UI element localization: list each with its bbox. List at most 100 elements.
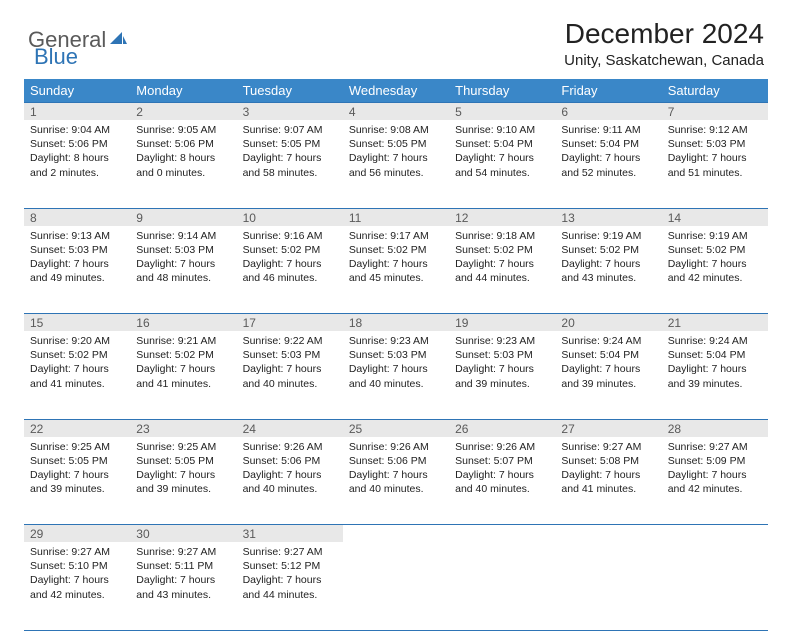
day-daylight: Daylight: 7 hours and 48 minutes. <box>136 257 230 285</box>
day-sunset: Sunset: 5:03 PM <box>668 137 762 151</box>
day-daylight: Daylight: 7 hours and 40 minutes. <box>243 468 337 496</box>
day-sunset: Sunset: 5:03 PM <box>30 243 124 257</box>
day-cell: Sunrise: 9:23 AMSunset: 5:03 PMDaylight:… <box>343 331 449 419</box>
day-daylight: Daylight: 7 hours and 41 minutes. <box>30 362 124 390</box>
day-sunrise: Sunrise: 9:18 AM <box>455 229 549 243</box>
day-number-cell: 13 <box>555 208 661 226</box>
day-sunrise: Sunrise: 9:13 AM <box>30 229 124 243</box>
day-sunrise: Sunrise: 9:19 AM <box>561 229 655 243</box>
day-sunset: Sunset: 5:02 PM <box>455 243 549 257</box>
day-sunset: Sunset: 5:06 PM <box>136 137 230 151</box>
day-daylight: Daylight: 7 hours and 39 minutes. <box>455 362 549 390</box>
day-daylight: Daylight: 7 hours and 40 minutes. <box>349 362 443 390</box>
day-sunrise: Sunrise: 9:27 AM <box>136 545 230 559</box>
day-number-cell: 30 <box>130 525 236 543</box>
day-number-cell: 17 <box>237 314 343 332</box>
day-sunset: Sunset: 5:04 PM <box>668 348 762 362</box>
day-cell: Sunrise: 9:27 AMSunset: 5:10 PMDaylight:… <box>24 542 130 630</box>
header: General December 2024 Unity, Saskatchewa… <box>0 0 792 73</box>
location: Unity, Saskatchewan, Canada <box>564 52 764 69</box>
day-daylight: Daylight: 7 hours and 49 minutes. <box>30 257 124 285</box>
day-sunrise: Sunrise: 9:04 AM <box>30 123 124 137</box>
day-sunrise: Sunrise: 9:22 AM <box>243 334 337 348</box>
day-number-cell: 22 <box>24 419 130 437</box>
day-number-cell: 16 <box>130 314 236 332</box>
day-sunset: Sunset: 5:05 PM <box>136 454 230 468</box>
day-cell: Sunrise: 9:27 AMSunset: 5:12 PMDaylight:… <box>237 542 343 630</box>
weekday-header: Thursday <box>449 79 555 103</box>
logo-sail-icon <box>108 30 128 55</box>
day-cell: Sunrise: 9:24 AMSunset: 5:04 PMDaylight:… <box>662 331 768 419</box>
day-cell: Sunrise: 9:24 AMSunset: 5:04 PMDaylight:… <box>555 331 661 419</box>
day-number-cell: 18 <box>343 314 449 332</box>
day-sunrise: Sunrise: 9:07 AM <box>243 123 337 137</box>
day-sunrise: Sunrise: 9:17 AM <box>349 229 443 243</box>
day-number-cell: 21 <box>662 314 768 332</box>
day-daylight: Daylight: 7 hours and 43 minutes. <box>136 573 230 601</box>
weekday-header: Monday <box>130 79 236 103</box>
day-number-cell <box>662 525 768 543</box>
day-cell <box>449 542 555 630</box>
logo-text-blue: Blue <box>34 44 78 70</box>
day-daylight: Daylight: 7 hours and 44 minutes. <box>455 257 549 285</box>
day-sunset: Sunset: 5:12 PM <box>243 559 337 573</box>
day-number-cell: 27 <box>555 419 661 437</box>
day-sunset: Sunset: 5:10 PM <box>30 559 124 573</box>
day-number-cell: 10 <box>237 208 343 226</box>
day-sunrise: Sunrise: 9:14 AM <box>136 229 230 243</box>
day-cell: Sunrise: 9:27 AMSunset: 5:08 PMDaylight:… <box>555 437 661 525</box>
day-number-cell <box>449 525 555 543</box>
month-title: December 2024 <box>564 18 764 50</box>
weekday-header: Wednesday <box>343 79 449 103</box>
day-cell: Sunrise: 9:23 AMSunset: 5:03 PMDaylight:… <box>449 331 555 419</box>
day-sunset: Sunset: 5:04 PM <box>561 137 655 151</box>
day-cell: Sunrise: 9:20 AMSunset: 5:02 PMDaylight:… <box>24 331 130 419</box>
day-sunset: Sunset: 5:02 PM <box>243 243 337 257</box>
day-sunrise: Sunrise: 9:11 AM <box>561 123 655 137</box>
day-cell: Sunrise: 9:25 AMSunset: 5:05 PMDaylight:… <box>130 437 236 525</box>
day-cell: Sunrise: 9:16 AMSunset: 5:02 PMDaylight:… <box>237 226 343 314</box>
day-number-cell: 14 <box>662 208 768 226</box>
day-daylight: Daylight: 7 hours and 44 minutes. <box>243 573 337 601</box>
day-number-cell: 6 <box>555 103 661 121</box>
weekday-header: Sunday <box>24 79 130 103</box>
day-sunset: Sunset: 5:03 PM <box>455 348 549 362</box>
day-sunrise: Sunrise: 9:27 AM <box>668 440 762 454</box>
day-daylight: Daylight: 7 hours and 54 minutes. <box>455 151 549 179</box>
day-cell: Sunrise: 9:27 AMSunset: 5:09 PMDaylight:… <box>662 437 768 525</box>
day-cell: Sunrise: 9:04 AMSunset: 5:06 PMDaylight:… <box>24 120 130 208</box>
day-sunset: Sunset: 5:03 PM <box>136 243 230 257</box>
day-cell <box>343 542 449 630</box>
day-cell: Sunrise: 9:11 AMSunset: 5:04 PMDaylight:… <box>555 120 661 208</box>
day-cell <box>662 542 768 630</box>
day-sunset: Sunset: 5:07 PM <box>455 454 549 468</box>
day-sunrise: Sunrise: 9:12 AM <box>668 123 762 137</box>
day-sunrise: Sunrise: 9:10 AM <box>455 123 549 137</box>
day-number-cell: 25 <box>343 419 449 437</box>
weekday-header: Tuesday <box>237 79 343 103</box>
day-sunset: Sunset: 5:09 PM <box>668 454 762 468</box>
day-daylight: Daylight: 7 hours and 39 minutes. <box>30 468 124 496</box>
day-daylight: Daylight: 7 hours and 39 minutes. <box>136 468 230 496</box>
day-sunrise: Sunrise: 9:27 AM <box>243 545 337 559</box>
day-daylight: Daylight: 7 hours and 42 minutes. <box>668 257 762 285</box>
day-number-cell: 20 <box>555 314 661 332</box>
day-number-cell: 12 <box>449 208 555 226</box>
day-cell: Sunrise: 9:10 AMSunset: 5:04 PMDaylight:… <box>449 120 555 208</box>
day-number-cell: 9 <box>130 208 236 226</box>
day-daylight: Daylight: 7 hours and 58 minutes. <box>243 151 337 179</box>
day-number-cell: 26 <box>449 419 555 437</box>
day-daylight: Daylight: 7 hours and 51 minutes. <box>668 151 762 179</box>
day-cell: Sunrise: 9:26 AMSunset: 5:07 PMDaylight:… <box>449 437 555 525</box>
day-number-cell <box>343 525 449 543</box>
day-number-cell: 3 <box>237 103 343 121</box>
day-daylight: Daylight: 8 hours and 0 minutes. <box>136 151 230 179</box>
day-sunrise: Sunrise: 9:05 AM <box>136 123 230 137</box>
day-number-cell: 19 <box>449 314 555 332</box>
day-sunset: Sunset: 5:02 PM <box>136 348 230 362</box>
day-daylight: Daylight: 7 hours and 56 minutes. <box>349 151 443 179</box>
day-sunrise: Sunrise: 9:26 AM <box>455 440 549 454</box>
day-daylight: Daylight: 7 hours and 42 minutes. <box>30 573 124 601</box>
day-sunset: Sunset: 5:05 PM <box>243 137 337 151</box>
day-number-cell: 15 <box>24 314 130 332</box>
